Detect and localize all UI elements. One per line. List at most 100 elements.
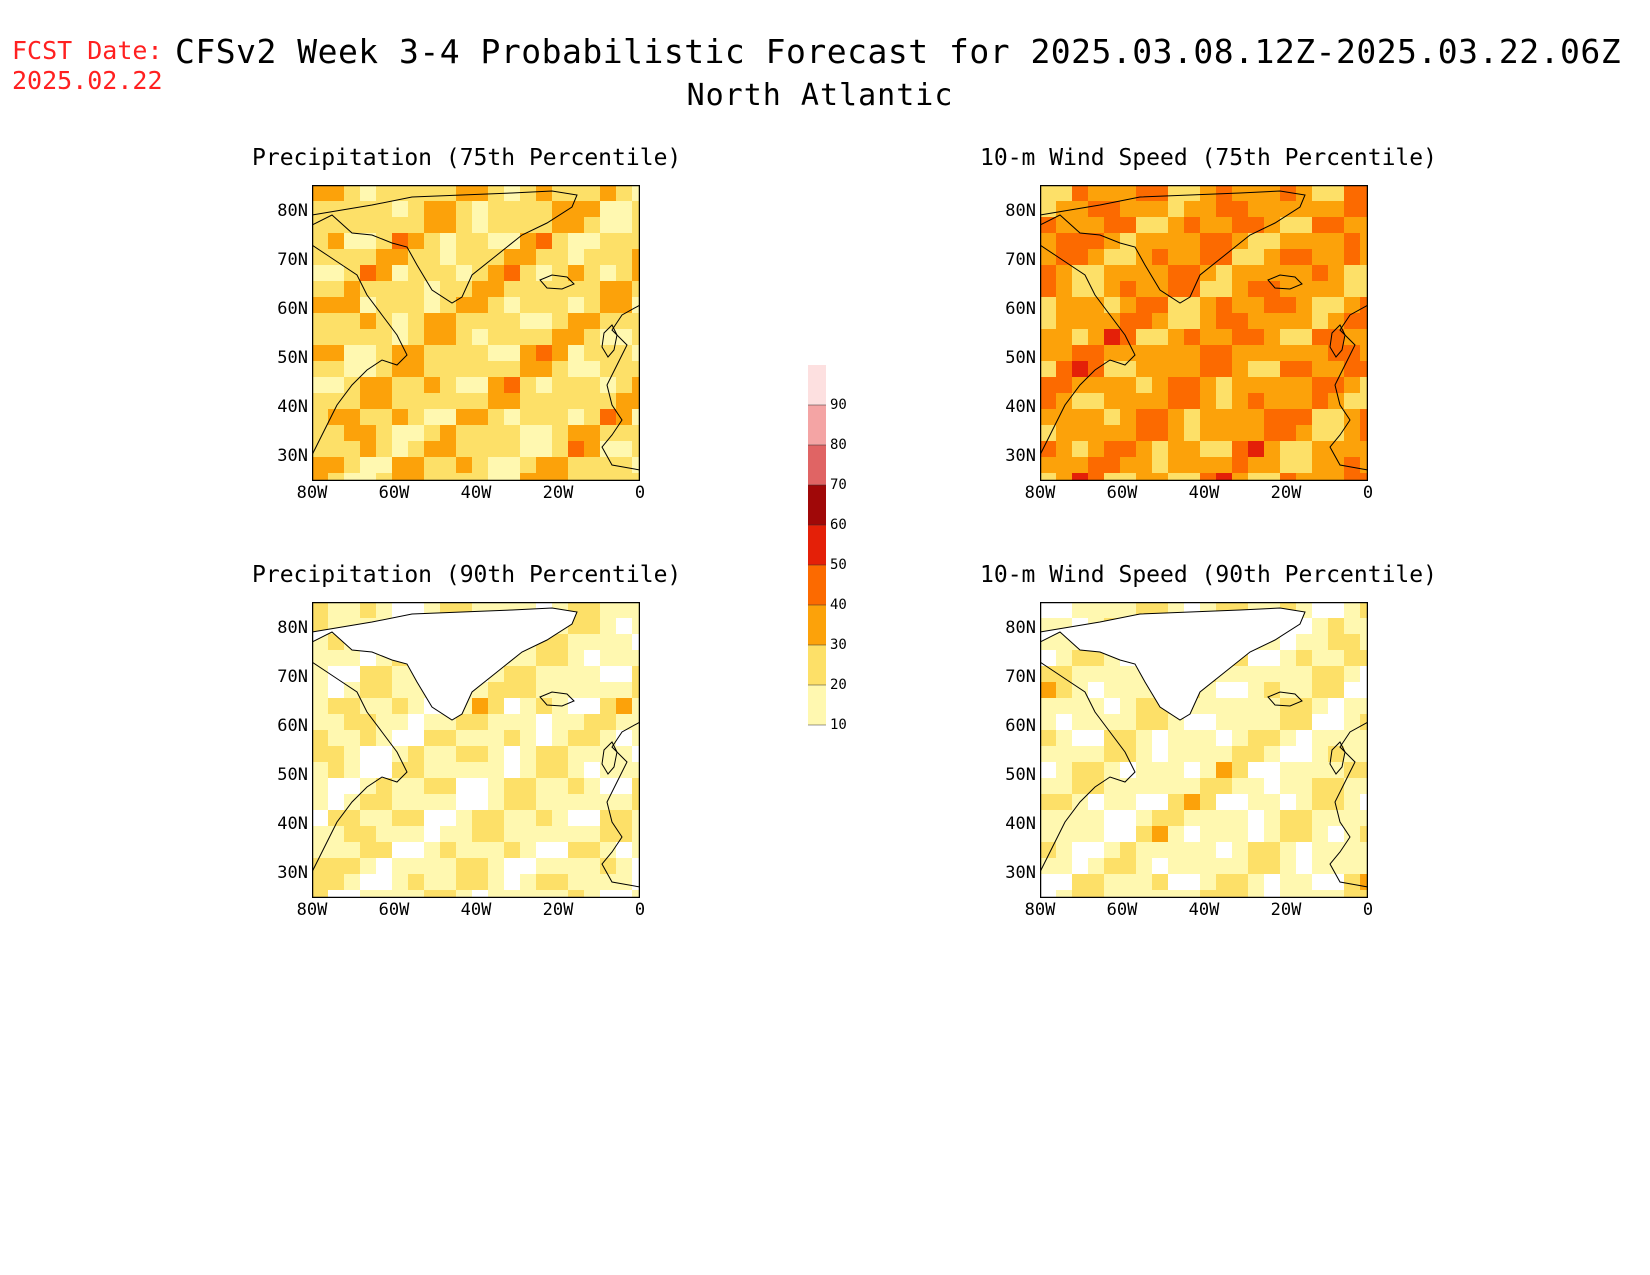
probability-cell — [1088, 890, 1105, 898]
probability-cell — [568, 778, 585, 795]
probability-cell — [392, 602, 409, 619]
probability-cell — [1360, 233, 1368, 250]
probability-cell — [632, 602, 640, 619]
probability-cell — [1216, 842, 1233, 859]
probability-cell — [1312, 473, 1329, 481]
probability-cell — [584, 393, 601, 410]
lon-tick-label: 0 — [634, 900, 646, 920]
probability-cell — [472, 457, 489, 474]
probability-cell — [1152, 377, 1169, 394]
probability-cell — [584, 890, 601, 898]
probability-cell — [1248, 233, 1265, 250]
probability-cell — [440, 826, 457, 843]
lat-tick-label: 80N — [1005, 618, 1036, 638]
probability-cell — [424, 361, 441, 378]
probability-cell — [1344, 714, 1361, 731]
probability-cell — [1152, 762, 1169, 779]
probability-cell — [360, 185, 377, 202]
probability-cell — [328, 794, 345, 811]
probability-cell — [456, 810, 473, 827]
probability-cell — [600, 265, 617, 282]
probability-cell — [1232, 874, 1249, 891]
probability-cell — [1040, 281, 1057, 298]
probability-cell — [312, 666, 329, 683]
probability-cell — [1328, 794, 1345, 811]
probability-cell — [360, 874, 377, 891]
probability-cell — [1056, 361, 1073, 378]
probability-cell — [344, 826, 361, 843]
probability-cell — [1120, 425, 1137, 442]
probability-cell — [584, 698, 601, 715]
probability-cell — [408, 746, 425, 763]
probability-cell — [1056, 778, 1073, 795]
probability-cell — [1360, 602, 1368, 619]
panel-title: Precipitation (90th Percentile) — [252, 562, 682, 588]
probability-cell — [504, 698, 521, 715]
probability-cell — [1328, 201, 1345, 218]
probability-cell — [472, 778, 489, 795]
probability-cell — [632, 361, 640, 378]
probability-cell — [616, 297, 633, 314]
probability-cell — [1072, 714, 1089, 731]
probability-cell — [312, 425, 329, 442]
probability-cell — [1328, 714, 1345, 731]
probability-cell — [1312, 714, 1329, 731]
probability-cell — [632, 425, 640, 442]
probability-cell — [1344, 602, 1361, 619]
probability-cell — [1152, 297, 1169, 314]
probability-cell — [1072, 457, 1089, 474]
uk-coastline — [1329, 741, 1346, 775]
probability-cell — [1168, 473, 1185, 481]
probability-cell — [1296, 297, 1313, 314]
probability-cell — [1296, 393, 1313, 410]
probability-cell — [1136, 249, 1153, 266]
probability-cell — [1360, 714, 1368, 731]
probability-cell — [1104, 826, 1121, 843]
probability-cell — [344, 762, 361, 779]
probability-cell — [376, 746, 393, 763]
iceland-coastline — [1267, 274, 1303, 290]
probability-cell — [472, 361, 489, 378]
probability-cell — [328, 682, 345, 699]
probability-cell — [632, 650, 640, 667]
probability-cell — [1312, 201, 1329, 218]
probability-cell — [632, 634, 640, 651]
probability-cell — [568, 377, 585, 394]
probability-cell — [632, 233, 640, 250]
probability-cell — [1328, 297, 1345, 314]
probability-cell — [328, 249, 345, 266]
probability-cell — [456, 217, 473, 234]
probability-cell — [632, 393, 640, 410]
probability-cell — [472, 377, 489, 394]
probability-cell — [488, 281, 505, 298]
probability-cell — [1280, 778, 1297, 795]
probability-cell — [1120, 682, 1137, 699]
probability-cell — [1248, 313, 1265, 330]
probability-cell — [520, 473, 537, 481]
probability-cell — [1104, 217, 1121, 234]
probability-cell — [1248, 666, 1265, 683]
probability-cell — [1056, 185, 1073, 202]
probability-cell — [1200, 858, 1217, 875]
probability-cell — [1312, 634, 1329, 651]
probability-cell — [1072, 650, 1089, 667]
probability-cell — [344, 810, 361, 827]
probability-cell — [1232, 730, 1249, 747]
probability-cell — [376, 778, 393, 795]
probability-cell — [1312, 682, 1329, 699]
lon-tick-label: 20W — [1270, 900, 1302, 920]
probability-cell — [1344, 826, 1361, 843]
probability-cell — [472, 714, 489, 731]
lat-tick-label: 40N — [277, 814, 308, 834]
probability-cell — [600, 618, 617, 635]
probability-cell — [520, 361, 537, 378]
probability-cell — [312, 249, 329, 266]
probability-cell — [488, 425, 505, 442]
probability-cell — [472, 185, 489, 202]
probability-cell — [392, 714, 409, 731]
probability-cell — [1216, 457, 1233, 474]
probability-cell — [1264, 217, 1281, 234]
probability-cell — [504, 393, 521, 410]
probability-cell — [1232, 457, 1249, 474]
probability-cell — [632, 730, 640, 747]
